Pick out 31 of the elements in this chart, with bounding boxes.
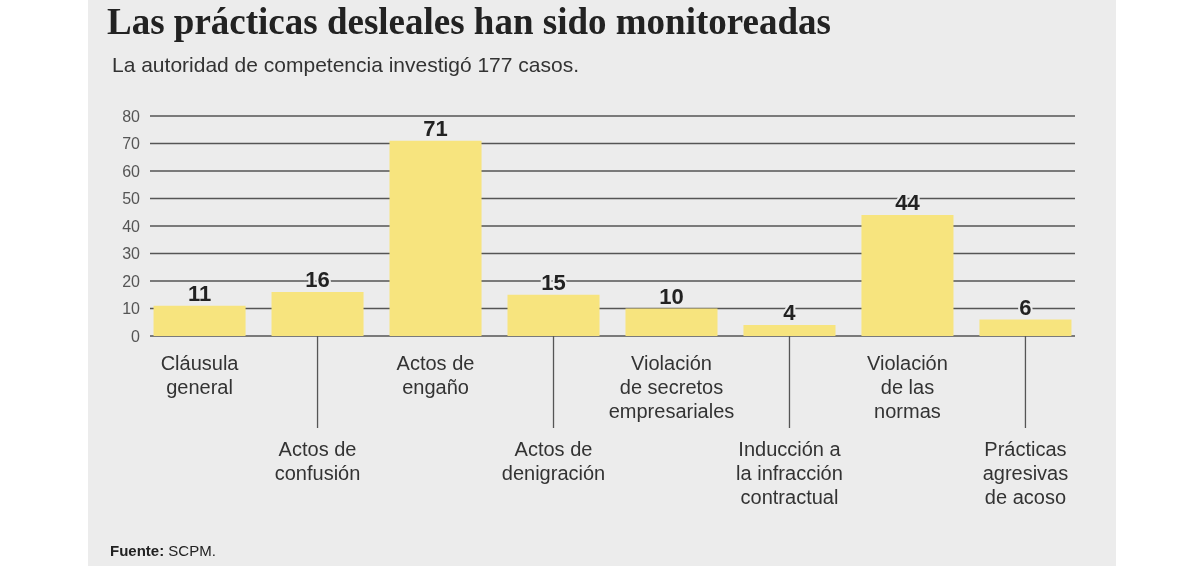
x-tick-label: Actos de confusión	[274, 438, 361, 484]
data-label: 71	[423, 115, 448, 141]
x-tick-label: Cláusula general	[160, 352, 240, 398]
y-tick-label: 60	[122, 162, 141, 180]
bar	[389, 140, 482, 336]
bar	[861, 215, 954, 336]
x-tick-label: Violación de las normas	[867, 352, 948, 422]
x-tick-label: Inducción a la infracción contractual	[736, 438, 843, 508]
bar	[625, 308, 718, 336]
y-tick-label: 40	[122, 217, 141, 235]
chart-subtitle: La autoridad de competencia investigó 177 casos.	[112, 53, 579, 76]
y-tick-label: 20	[122, 272, 141, 290]
x-tick-label: Actos de denigración	[501, 438, 606, 484]
y-tick-label: 70	[122, 135, 141, 153]
source-note: Fuente: SCPM.	[110, 542, 216, 559]
x-tick-label: Prácticas agresivas de acoso	[982, 438, 1069, 508]
y-tick-label: 80	[122, 107, 141, 125]
y-tick-label: 10	[122, 300, 141, 318]
y-tick-label: 50	[122, 190, 141, 208]
bar	[507, 294, 600, 336]
data-label: 11	[187, 280, 212, 306]
bar	[153, 305, 246, 336]
y-tick-label: 30	[122, 245, 141, 263]
y-tick-label: 0	[131, 327, 141, 345]
chart-title: Las prácticas desleales han sido monitoreadas	[107, 1, 831, 42]
x-tick-label: Actos de engaño	[396, 352, 475, 398]
bar	[271, 292, 364, 336]
bar	[979, 319, 1072, 336]
bar	[743, 325, 836, 336]
data-label: 10	[659, 283, 684, 309]
x-tick-label: Violación de secretos empresariales	[608, 352, 735, 422]
